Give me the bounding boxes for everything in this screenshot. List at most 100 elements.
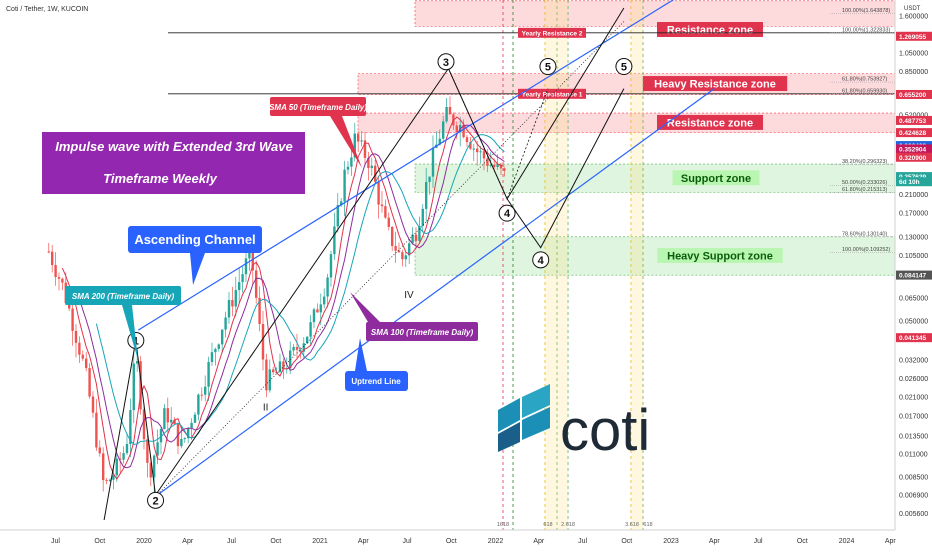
candle-body bbox=[295, 346, 299, 350]
sma200-callout bbox=[65, 286, 181, 305]
candle-body bbox=[183, 438, 186, 440]
y-tick-label: 0.032000 bbox=[899, 358, 928, 365]
x-tick-label: Oct bbox=[621, 538, 632, 545]
candle-body bbox=[384, 206, 387, 218]
zone-band bbox=[414, 0, 896, 27]
candle-body bbox=[373, 165, 377, 182]
x-tick-label: Apr bbox=[533, 538, 545, 545]
candle-body bbox=[404, 255, 407, 260]
candle-body bbox=[47, 251, 50, 253]
title-line-2: Timeframe Weekly bbox=[103, 171, 217, 186]
ascending-channel-callout bbox=[128, 226, 262, 253]
zone-label: Resistance zone bbox=[667, 117, 753, 129]
title-line-1: Impulse wave with Extended 3rd Wave bbox=[55, 139, 292, 154]
candle-body bbox=[200, 394, 203, 396]
candle-body bbox=[84, 358, 88, 369]
sma200-pointer bbox=[122, 305, 138, 360]
y-tick-label: 0.520000 bbox=[899, 112, 928, 119]
projection-dotted-line bbox=[155, 21, 625, 497]
symbol-title: Coti / Tether, 1W, KUCOIN bbox=[6, 6, 88, 13]
currency-label: USDT bbox=[904, 6, 921, 12]
candle-body bbox=[346, 166, 350, 170]
candle-body bbox=[377, 181, 380, 205]
candle-body bbox=[438, 138, 441, 145]
y-tick-label: 0.021000 bbox=[899, 395, 928, 402]
candle-body bbox=[173, 419, 176, 425]
candle-body bbox=[475, 148, 479, 153]
candle-body bbox=[448, 106, 452, 115]
x-tick-label: 2020 bbox=[136, 538, 152, 545]
candle-body bbox=[472, 148, 475, 150]
coti-logo-mark bbox=[498, 384, 550, 452]
candle-body bbox=[486, 158, 489, 166]
zone-label-bg bbox=[672, 170, 760, 186]
sma50-pointer bbox=[330, 116, 362, 168]
candle-body bbox=[353, 133, 356, 158]
candle-body bbox=[360, 140, 363, 142]
zone-label-bg bbox=[657, 247, 783, 263]
candle-body bbox=[105, 480, 108, 482]
wave-label-circle bbox=[147, 491, 165, 509]
candle-body bbox=[122, 453, 125, 460]
fib-label: 61.80%(0.753927) bbox=[842, 77, 887, 83]
candle-body bbox=[271, 369, 275, 373]
candle-body bbox=[71, 308, 74, 331]
candle-body bbox=[482, 151, 486, 159]
zone-band bbox=[414, 163, 896, 193]
candle-body bbox=[67, 302, 71, 309]
candle-body bbox=[156, 442, 159, 456]
time-zone-band bbox=[631, 0, 643, 530]
zone-label-bg bbox=[657, 114, 763, 130]
candle-body bbox=[333, 226, 336, 255]
candle-body bbox=[210, 352, 214, 362]
candle-body bbox=[135, 361, 139, 364]
candle-body bbox=[237, 282, 241, 291]
candle-body bbox=[57, 277, 61, 279]
candle-body bbox=[98, 447, 101, 454]
candle-body bbox=[254, 270, 258, 298]
y-tick-label: 0.850000 bbox=[899, 69, 928, 76]
candle-body bbox=[479, 151, 482, 153]
candle-body bbox=[142, 409, 146, 440]
coti-logo-text: coti bbox=[560, 398, 650, 463]
candle-body bbox=[166, 408, 169, 423]
y-tick-label: 0.008500 bbox=[899, 474, 928, 481]
sma100-line bbox=[75, 124, 505, 469]
candle-body bbox=[316, 309, 319, 313]
x-tick-label: 2023 bbox=[663, 538, 679, 545]
candle-body bbox=[207, 361, 210, 387]
candle-body bbox=[203, 386, 207, 395]
sma200-line bbox=[95, 134, 505, 445]
y-tick-label: 1.600000 bbox=[899, 13, 928, 20]
candle-body bbox=[231, 300, 234, 307]
candle-body bbox=[326, 277, 329, 297]
zone-band bbox=[357, 112, 896, 134]
wave-label: 4 bbox=[538, 255, 545, 267]
candle-body bbox=[88, 368, 91, 397]
candle-body bbox=[115, 458, 118, 476]
candle-body bbox=[54, 265, 57, 278]
candle-body bbox=[421, 208, 424, 226]
zone-label: Resistance zone bbox=[667, 25, 753, 37]
candle-body bbox=[163, 408, 166, 430]
time-zone-marker: 618 bbox=[543, 522, 552, 528]
fib-label: 100.00%(1.643878) bbox=[842, 8, 890, 14]
fib-label: 100.00%(0.109252) bbox=[842, 247, 890, 253]
candle-body bbox=[132, 363, 135, 411]
y-tick-label: 0.065000 bbox=[899, 295, 928, 302]
sma50-callout bbox=[270, 97, 366, 116]
y-tick-label: 0.013500 bbox=[899, 434, 928, 441]
price-tag-label: 0.352904 bbox=[899, 146, 926, 153]
candle-body bbox=[469, 142, 472, 149]
price-tag-bg bbox=[896, 333, 932, 343]
yearly-resistance-tag bbox=[518, 88, 586, 99]
candle-body bbox=[367, 157, 370, 169]
x-tick-label: Jul bbox=[403, 538, 412, 545]
roman-wave-label: II bbox=[263, 403, 269, 414]
price-tag-label: 0.084147 bbox=[899, 273, 926, 280]
x-tick-label: Apr bbox=[885, 538, 897, 545]
candle-body bbox=[180, 438, 183, 447]
candle-body bbox=[197, 394, 200, 415]
